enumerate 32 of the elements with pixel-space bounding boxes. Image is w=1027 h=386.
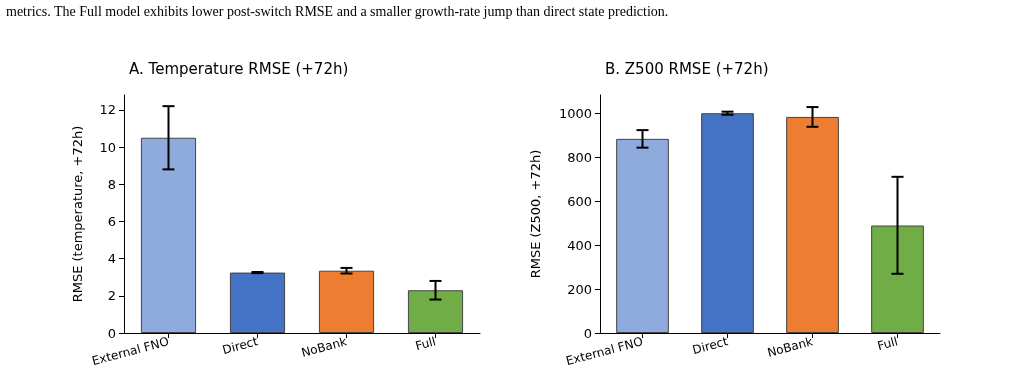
y-tick-label: 10 — [99, 139, 116, 155]
x-tick-label: Full — [413, 334, 438, 354]
y-tick-label: 200 — [567, 281, 592, 297]
y-tick-label: 800 — [567, 150, 592, 166]
y-tick-label: 0 — [107, 325, 116, 341]
text: metrics. The Full model exhibits lower post-switch RMSE and a smaller growth-rate jump than direct state prediction. — [6, 4, 669, 20]
y-tick-label: 2 — [107, 288, 116, 304]
y-tick-label: 12 — [99, 102, 116, 118]
y-axis-title: RMSE (Z500, +72h) — [528, 149, 543, 279]
x-tick-label: Full — [875, 334, 900, 354]
chart-title: B. Z500 RMSE (+72h) — [605, 59, 769, 78]
x-tick-label: Direct — [220, 334, 260, 358]
bar — [407, 290, 464, 333]
bar — [140, 137, 197, 333]
y-tick-label: 4 — [107, 251, 116, 267]
x-tick-label: NoBank — [765, 334, 815, 360]
x-tick-label: NoBank — [299, 334, 349, 360]
y-tick-label: 0 — [583, 325, 592, 341]
y-tick-label: 400 — [567, 237, 592, 253]
bar — [871, 225, 924, 333]
bar — [229, 272, 286, 333]
x-tick-label: Direct — [690, 334, 730, 358]
y-axis-title: RMSE (temperature, +72h) — [70, 125, 85, 303]
bar — [318, 270, 375, 333]
bar — [616, 138, 669, 333]
bar — [701, 113, 754, 333]
chart-title: A. Temperature RMSE (+72h) — [129, 59, 349, 78]
y-tick-label: 1000 — [558, 106, 592, 122]
bar — [786, 116, 839, 333]
y-tick-label: 600 — [567, 193, 592, 209]
y-tick-label: 6 — [107, 213, 116, 229]
y-tick-label: 8 — [107, 176, 116, 192]
